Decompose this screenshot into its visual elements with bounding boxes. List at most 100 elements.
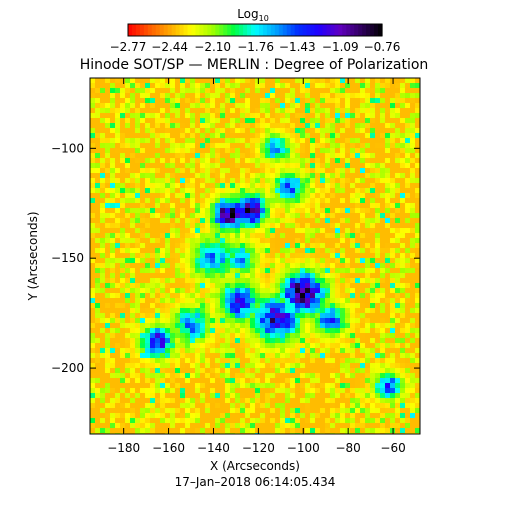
- heatmap-cell: [165, 258, 170, 263]
- heatmap-cell: [230, 203, 235, 208]
- heatmap-cell: [205, 418, 210, 423]
- heatmap-cell: [345, 223, 350, 228]
- heatmap-cell: [380, 133, 385, 138]
- heatmap-cell: [300, 348, 305, 353]
- heatmap-cell: [100, 223, 105, 228]
- heatmap-cell: [370, 323, 375, 328]
- heatmap-cell: [160, 388, 165, 393]
- heatmap-cell: [350, 183, 355, 188]
- heatmap-cell: [155, 263, 160, 268]
- heatmap-cell: [370, 203, 375, 208]
- heatmap-cell: [175, 268, 180, 273]
- heatmap-cell: [350, 83, 355, 88]
- heatmap-cell: [135, 238, 140, 243]
- heatmap-cell: [250, 203, 255, 208]
- heatmap-cell: [380, 288, 385, 293]
- heatmap-cell: [305, 408, 310, 413]
- heatmap-cell: [90, 228, 95, 233]
- heatmap-cell: [215, 198, 220, 203]
- heatmap-cell: [335, 248, 340, 253]
- heatmap-cell: [90, 313, 95, 318]
- heatmap-cell: [390, 368, 395, 373]
- heatmap-cell: [315, 183, 320, 188]
- heatmap-cell: [110, 113, 115, 118]
- heatmap-cell: [210, 213, 215, 218]
- heatmap-cell: [100, 183, 105, 188]
- heatmap-cell: [130, 293, 135, 298]
- heatmap-cell: [135, 93, 140, 98]
- heatmap-cell: [370, 343, 375, 348]
- heatmap-cell: [345, 93, 350, 98]
- heatmap-cell: [260, 183, 265, 188]
- heatmap-cell: [350, 133, 355, 138]
- heatmap-cell: [240, 343, 245, 348]
- heatmap-cell: [120, 363, 125, 368]
- heatmap-cell: [90, 428, 95, 433]
- heatmap-cell: [290, 348, 295, 353]
- heatmap-cell: [90, 368, 95, 373]
- heatmap-cell: [245, 88, 250, 93]
- heatmap-cell: [405, 183, 410, 188]
- heatmap-cell: [320, 298, 325, 303]
- heatmap-cell: [205, 193, 210, 198]
- heatmap-cell: [395, 368, 400, 373]
- heatmap-cell: [165, 138, 170, 143]
- heatmap-cell: [225, 183, 230, 188]
- heatmap-cell: [335, 323, 340, 328]
- heatmap-cell: [195, 173, 200, 178]
- heatmap-cell: [100, 378, 105, 383]
- heatmap-cell: [195, 103, 200, 108]
- heatmap-cell: [215, 413, 220, 418]
- heatmap-cell: [340, 128, 345, 133]
- heatmap-cell: [145, 403, 150, 408]
- heatmap-cell: [265, 163, 270, 168]
- heatmap-cell: [315, 288, 320, 293]
- heatmap-cell: [220, 123, 225, 128]
- heatmap-cell: [235, 143, 240, 148]
- heatmap-cell: [255, 318, 260, 323]
- heatmap-cell: [155, 153, 160, 158]
- heatmap-cell: [310, 383, 315, 388]
- heatmap-cell: [150, 178, 155, 183]
- heatmap-cell: [190, 173, 195, 178]
- heatmap-cell: [385, 83, 390, 88]
- heatmap-cell: [390, 183, 395, 188]
- heatmap-cell: [405, 273, 410, 278]
- heatmap-cell: [145, 198, 150, 203]
- heatmap-cell: [220, 103, 225, 108]
- heatmap-cell: [105, 138, 110, 143]
- heatmap-cell: [335, 218, 340, 223]
- heatmap-cell: [345, 148, 350, 153]
- heatmap-cell: [105, 333, 110, 338]
- heatmap-cell: [290, 408, 295, 413]
- heatmap-cell: [330, 188, 335, 193]
- heatmap-cell: [380, 248, 385, 253]
- heatmap-cell: [340, 208, 345, 213]
- heatmap-cell: [415, 413, 420, 418]
- heatmap-cell: [225, 393, 230, 398]
- heatmap-cell: [305, 248, 310, 253]
- heatmap-cell: [365, 298, 370, 303]
- heatmap-cell: [225, 228, 230, 233]
- heatmap-cell: [250, 368, 255, 373]
- heatmap-cell: [390, 258, 395, 263]
- heatmap-cell: [165, 383, 170, 388]
- heatmap-cell: [275, 158, 280, 163]
- heatmap-cell: [255, 203, 260, 208]
- heatmap-cell: [90, 118, 95, 123]
- heatmap-cell: [205, 198, 210, 203]
- heatmap-cell: [305, 353, 310, 358]
- heatmap-cell: [270, 418, 275, 423]
- heatmap-cell: [165, 263, 170, 268]
- heatmap-cell: [410, 383, 415, 388]
- heatmap-cell: [225, 173, 230, 178]
- heatmap-cell: [130, 243, 135, 248]
- heatmap-cell: [350, 258, 355, 263]
- heatmap-cell: [305, 203, 310, 208]
- heatmap-cell: [160, 228, 165, 233]
- heatmap-cell: [335, 188, 340, 193]
- heatmap-cell: [135, 213, 140, 218]
- heatmap-cell: [170, 108, 175, 113]
- heatmap-cell: [160, 248, 165, 253]
- heatmap-cell: [120, 258, 125, 263]
